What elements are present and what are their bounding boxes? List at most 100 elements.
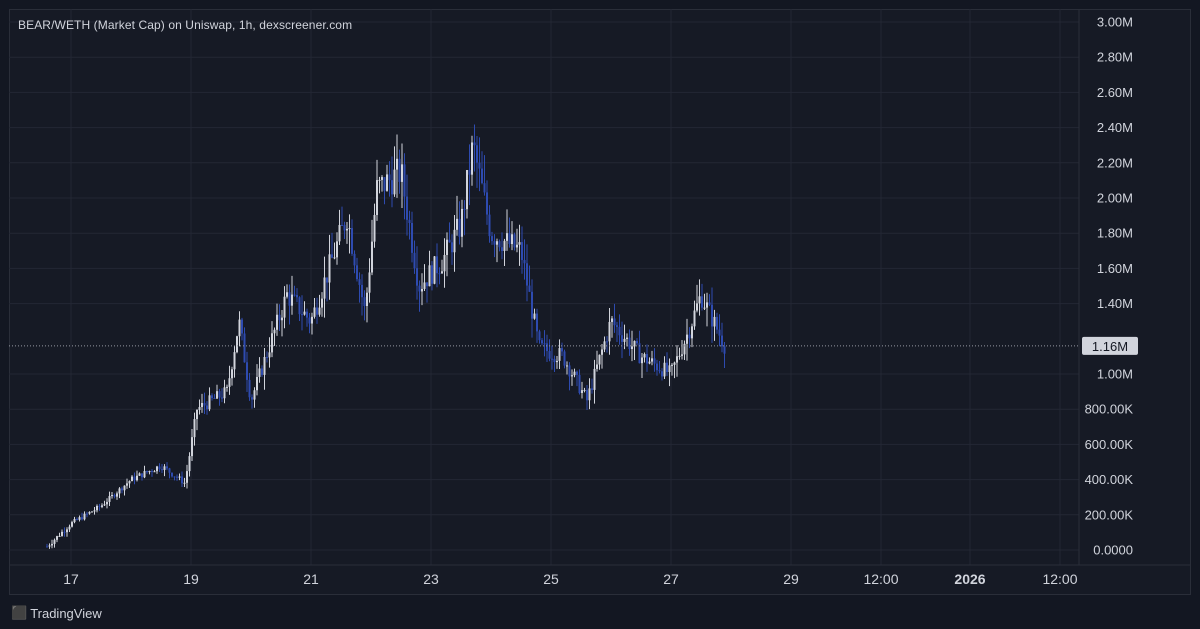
- candle-body: [476, 145, 478, 163]
- candle-body: [623, 338, 626, 342]
- candle-body: [461, 208, 463, 237]
- candle-body: [258, 368, 261, 377]
- candle-body: [488, 214, 491, 237]
- candle-body: [571, 375, 573, 377]
- candle-body: [573, 371, 576, 376]
- chart-legend: BEAR/WETH (Market Cap) on Uniswap, 1h, d…: [18, 18, 353, 32]
- candle-body: [676, 356, 678, 363]
- candle-body: [88, 511, 91, 514]
- candle-body: [628, 337, 631, 350]
- candle-body: [111, 495, 113, 497]
- candle-body: [178, 476, 181, 478]
- candle-body: [553, 358, 556, 363]
- candle-body: [326, 277, 328, 283]
- candle-body: [483, 183, 486, 193]
- candle-body: [631, 346, 633, 350]
- candle-body: [243, 333, 246, 363]
- candle-body: [273, 329, 276, 334]
- candle-body: [266, 356, 268, 358]
- candle-body: [658, 370, 661, 372]
- candle-body: [201, 403, 203, 408]
- candle-body: [671, 364, 673, 366]
- candle-body: [121, 488, 123, 491]
- candle-body: [218, 391, 221, 398]
- candle-body: [691, 326, 693, 339]
- y-tick-label: 1.40M: [1097, 296, 1133, 311]
- candle-body: [561, 348, 563, 352]
- y-tick-label: 2.80M: [1097, 50, 1133, 65]
- x-tick-label: 23: [423, 571, 439, 587]
- candle-body: [668, 365, 671, 373]
- candle-body: [443, 254, 446, 272]
- candle-body: [91, 511, 93, 513]
- candle-body: [228, 378, 231, 387]
- candle-body: [353, 253, 356, 266]
- candle-body: [408, 219, 411, 223]
- candle-body: [81, 517, 83, 520]
- candle-body: [703, 307, 706, 309]
- candle-body: [543, 343, 546, 345]
- y-tick-label: 1.00M: [1097, 367, 1133, 382]
- x-axis-ticks: 17 19 21 23 25 27 29 12:00 2026 12:00: [63, 571, 1078, 587]
- candle-body: [716, 316, 718, 330]
- candle-body: [183, 482, 186, 484]
- candle-body: [53, 539, 56, 544]
- y-tick-label: 200.00K: [1085, 507, 1134, 522]
- candle-body: [696, 303, 698, 311]
- candle-body: [361, 284, 363, 298]
- candle-body: [281, 317, 283, 321]
- candle-body: [683, 343, 686, 355]
- candle-body: [151, 471, 153, 473]
- candle-body: [308, 317, 311, 324]
- tradingview-branding[interactable]: ⬛ TradingView: [11, 603, 102, 623]
- candle-body: [233, 352, 236, 370]
- candle-body: [358, 279, 361, 285]
- candle-body: [278, 314, 281, 321]
- last-price-line: 1.16M: [9, 336, 1138, 355]
- candle-body: [506, 233, 508, 241]
- candle-body: [161, 469, 163, 471]
- y-tick-label: 400.00K: [1085, 472, 1134, 487]
- candle-body: [491, 236, 493, 242]
- candle-body: [438, 273, 441, 275]
- candle-body: [188, 456, 191, 472]
- candle-body: [433, 256, 436, 284]
- candle-body: [431, 265, 433, 284]
- candle-body: [106, 501, 108, 505]
- candle-body: [546, 343, 548, 352]
- x-tick-label: 21: [303, 571, 319, 587]
- candle-body: [481, 168, 483, 184]
- candle-body: [46, 546, 48, 548]
- candle-body: [608, 321, 611, 342]
- candle-body: [71, 522, 73, 527]
- candle-body: [298, 297, 301, 315]
- candle-body: [101, 505, 103, 507]
- candle-body: [356, 265, 358, 280]
- candle-body: [661, 371, 663, 377]
- candle-body: [511, 234, 513, 245]
- candle-body: [528, 285, 531, 292]
- tradingview-label: TradingView: [30, 605, 102, 621]
- candle-body: [103, 504, 106, 506]
- candle-body: [93, 510, 96, 512]
- candle-body: [146, 470, 148, 473]
- candle-body: [58, 535, 61, 537]
- candle-body: [466, 170, 468, 210]
- candle-body: [318, 307, 321, 315]
- candle-body: [593, 368, 596, 390]
- candle-body: [713, 316, 716, 327]
- candle-body: [158, 466, 161, 470]
- candle-body: [186, 471, 188, 483]
- last-price-badge: [1082, 336, 1138, 355]
- y-tick-label: 2.40M: [1097, 120, 1133, 135]
- candle-body: [596, 364, 598, 369]
- candle-body: [413, 252, 416, 269]
- candle-body: [436, 256, 438, 274]
- y-axis-ticks: 3.00M 2.80M 2.60M 2.40M 2.20M 2.00M 1.80M 1.60M…: [1085, 15, 1134, 558]
- candle-body: [523, 260, 526, 264]
- candle-body: [203, 403, 206, 406]
- candle-body: [168, 468, 171, 473]
- candle-body: [638, 343, 641, 364]
- candle-body: [406, 196, 408, 220]
